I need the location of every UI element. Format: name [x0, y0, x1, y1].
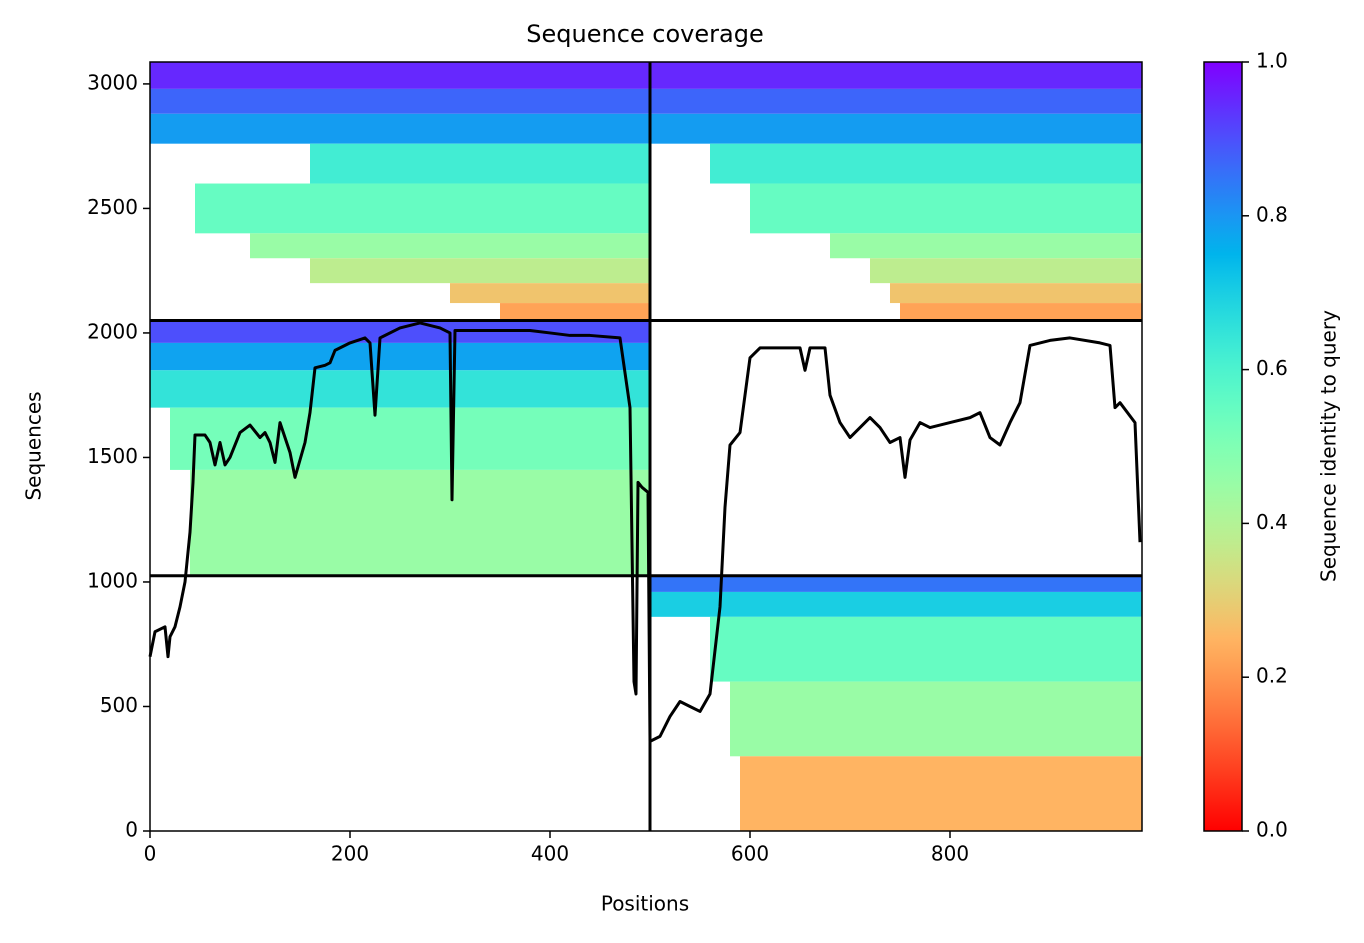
coverage-block	[870, 258, 1142, 284]
coverage-block	[190, 469, 650, 576]
plot-frame	[149, 61, 1143, 832]
colorbar-tick-label: 0.2	[1256, 664, 1288, 688]
coverage-block	[195, 183, 650, 234]
coverage-block	[650, 591, 1142, 617]
x-tick-label: 800	[931, 842, 969, 866]
y-tick-label: 2000	[87, 319, 138, 343]
y-tick-label: 2500	[87, 195, 138, 219]
coverage-block	[310, 143, 650, 184]
x-tick-label: 0	[144, 842, 157, 866]
y-tick-label: 500	[100, 693, 138, 717]
coverage-block	[710, 616, 1142, 682]
colorbar-label: Sequence identity to query	[1317, 310, 1341, 582]
coverage-block	[150, 342, 650, 371]
coverage-block	[890, 283, 1142, 304]
coverage-block	[150, 113, 1142, 144]
coverage-block	[150, 320, 650, 343]
coverage-block	[710, 143, 1142, 184]
x-tick-label: 200	[331, 842, 369, 866]
coverage-block	[830, 233, 1142, 259]
coverage-block	[900, 303, 1142, 321]
y-tick-label: 1000	[87, 568, 138, 592]
coverage-block	[150, 88, 1142, 114]
coverage-block	[250, 233, 650, 259]
y-tick-label: 3000	[87, 70, 138, 94]
colorbar-tick-label: 0.0	[1256, 818, 1288, 842]
x-axis-label: Positions	[601, 892, 689, 916]
coverage-block	[450, 283, 650, 304]
coverage-block	[730, 681, 1142, 757]
chart-title: Sequence coverage	[526, 20, 763, 48]
colorbar-tick-label: 0.4	[1256, 510, 1288, 534]
coverage-block	[500, 303, 650, 321]
coverage-block	[150, 62, 1142, 89]
coverage-block	[740, 756, 1142, 831]
x-tick-label: 400	[531, 842, 569, 866]
coverage-block	[310, 258, 650, 284]
colorbar-tick-label: 0.8	[1256, 202, 1288, 226]
coverage-block	[750, 183, 1142, 234]
colorbar-tick-label: 0.6	[1256, 356, 1288, 380]
colorbar	[1203, 61, 1243, 832]
y-tick-label: 0	[125, 818, 138, 842]
coverage-line	[148, 321, 1142, 743]
coverage-block	[170, 407, 650, 470]
x-tick-label: 600	[731, 842, 769, 866]
colorbar-tick-label: 1.0	[1256, 49, 1288, 73]
y-axis-label: Sequences	[22, 391, 46, 500]
coverage-block	[150, 370, 650, 408]
y-tick-label: 1500	[87, 444, 138, 468]
coverage-block	[650, 575, 1142, 592]
